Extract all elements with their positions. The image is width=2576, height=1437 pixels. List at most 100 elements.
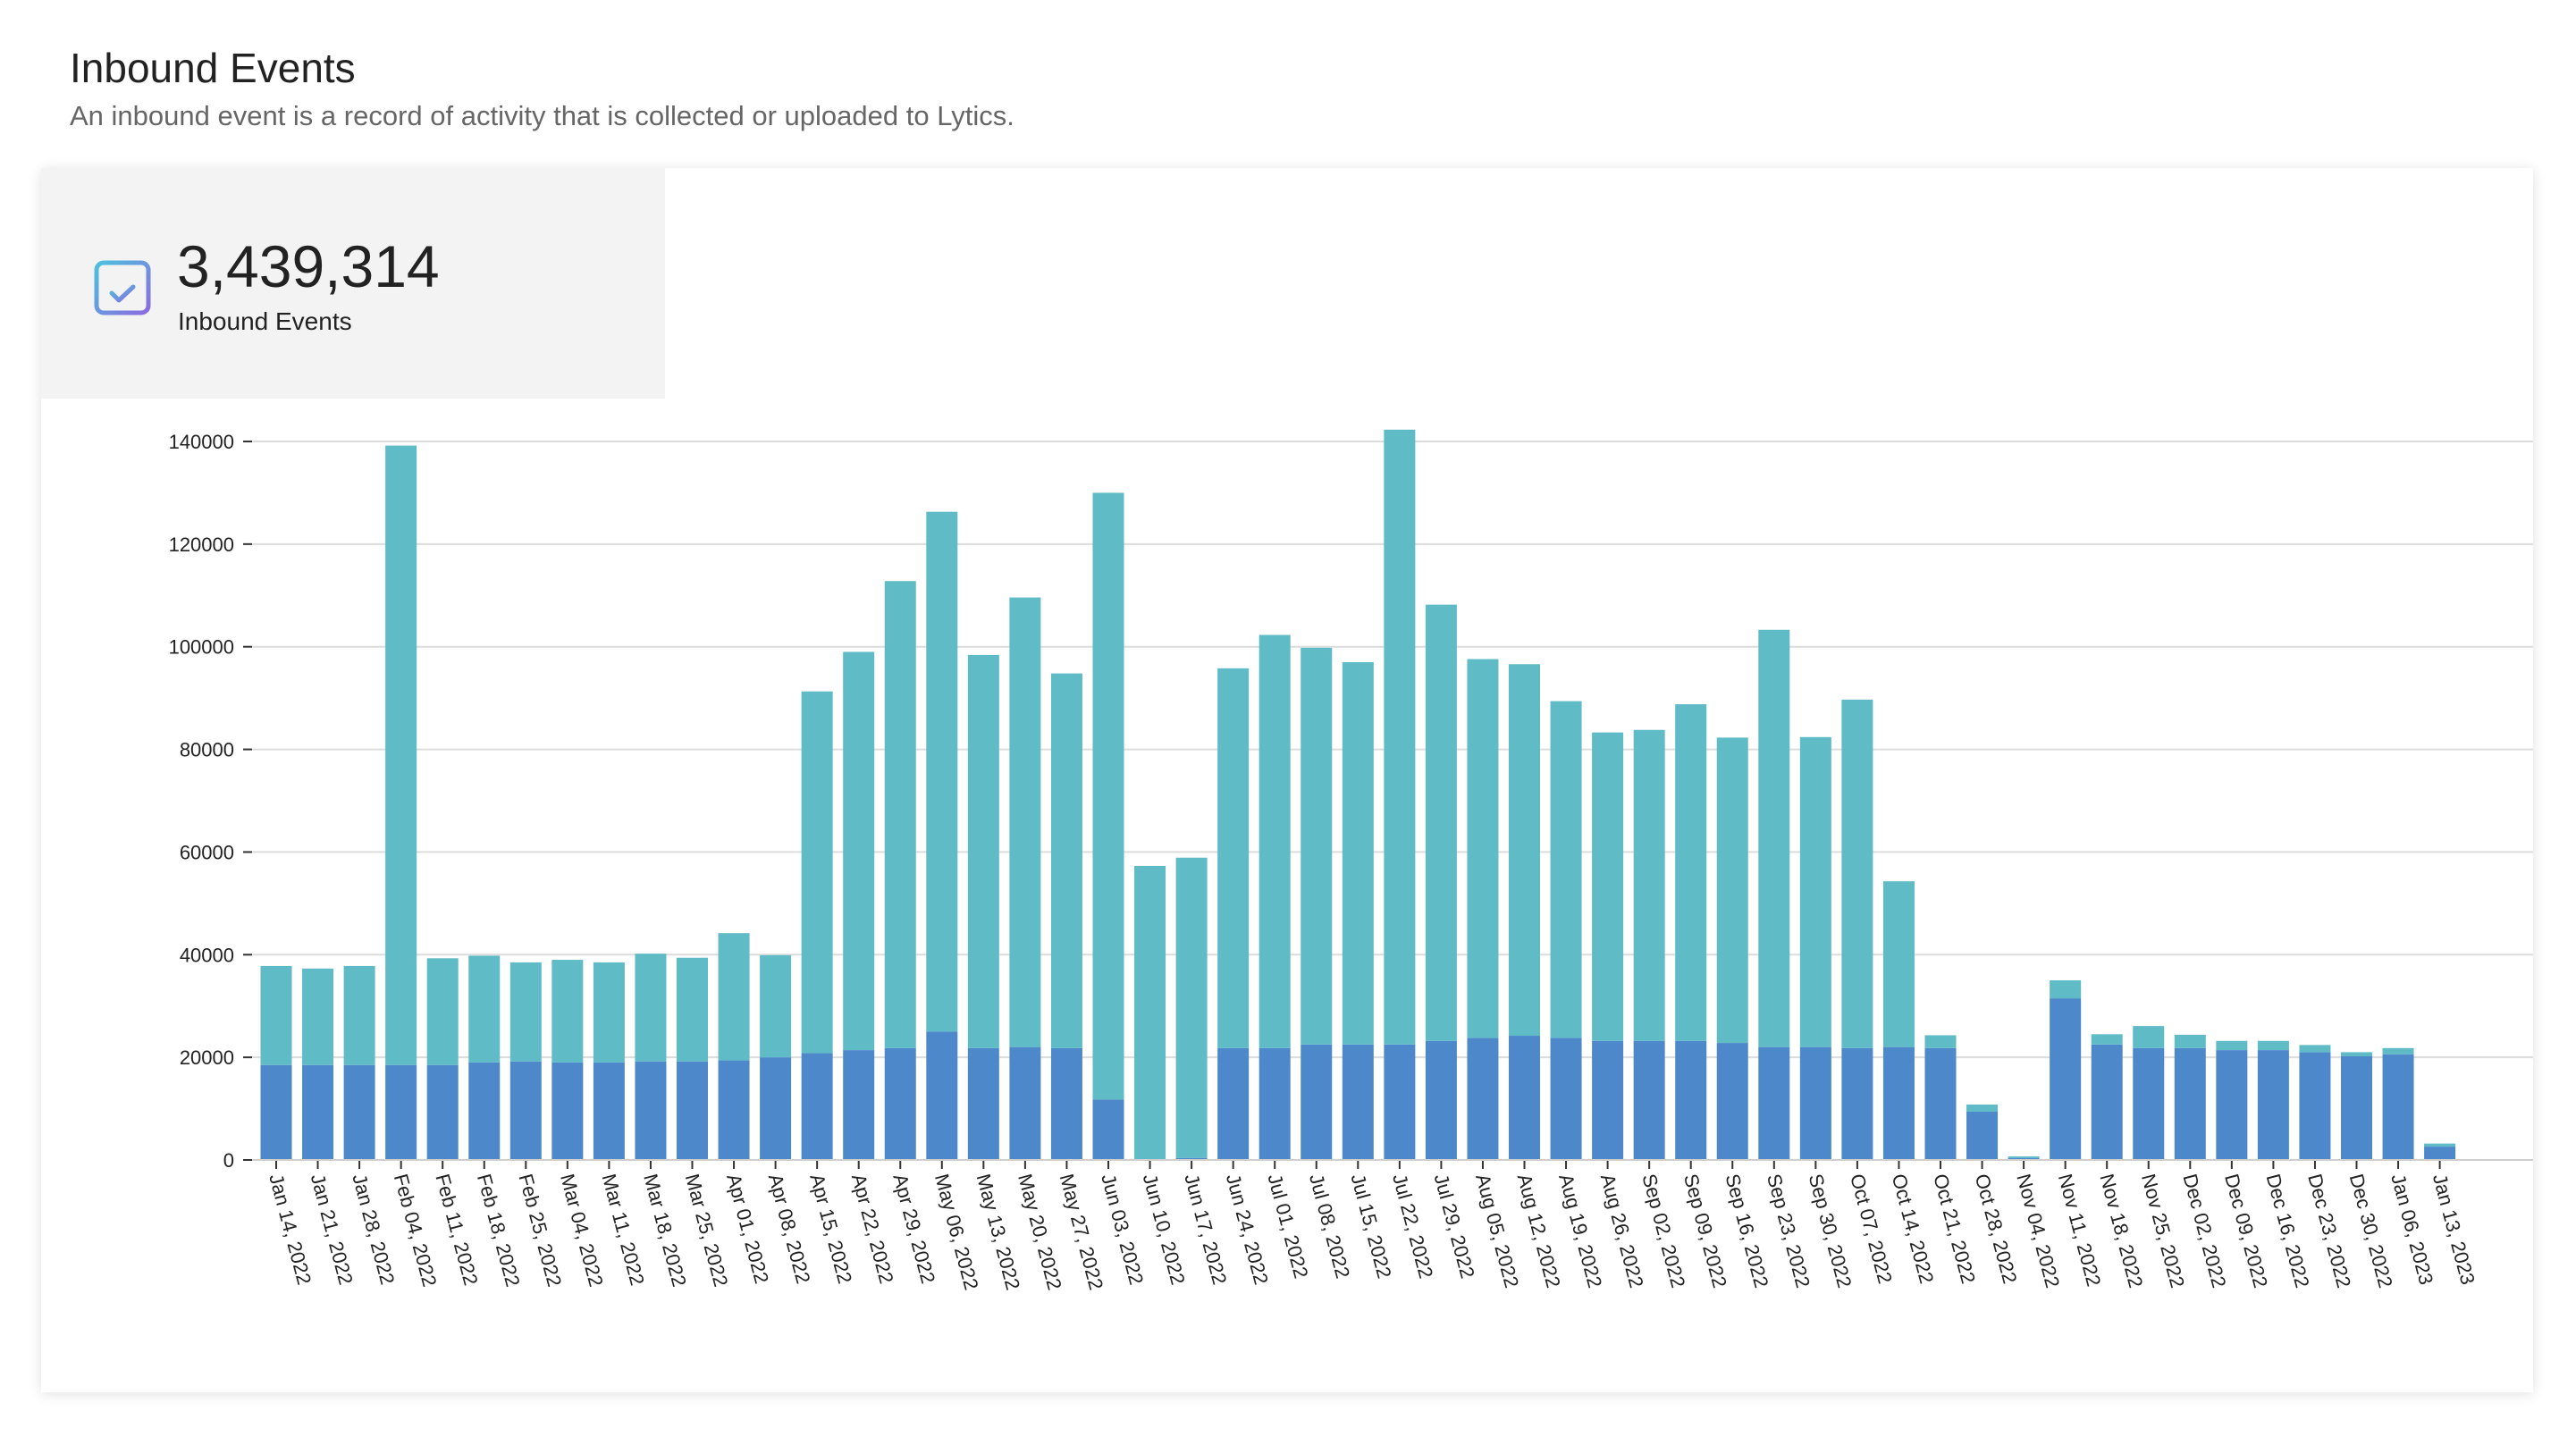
bar-segment-base[interactable] (2257, 1050, 2289, 1160)
bar-segment-top[interactable] (1301, 647, 1333, 1045)
bar-segment-base[interactable] (2299, 1052, 2331, 1160)
bar-segment-top[interactable] (1259, 634, 1291, 1048)
bar-segment-top[interactable] (1841, 699, 1873, 1048)
bar-segment-top[interactable] (2341, 1052, 2372, 1056)
bar-segment-base[interactable] (2091, 1044, 2123, 1160)
bar-segment-base[interactable] (1259, 1047, 1291, 1160)
bar-segment-base[interactable] (1175, 1157, 1208, 1160)
bar-segment-base[interactable] (468, 1062, 501, 1160)
bar-segment-base[interactable] (1425, 1040, 1457, 1160)
bar-segment-top[interactable] (1799, 736, 1831, 1047)
bar-segment-top[interactable] (1924, 1035, 1957, 1048)
bar-segment-base[interactable] (1092, 1099, 1124, 1160)
bar-segment-base[interactable] (2382, 1054, 2414, 1160)
bar-segment-base[interactable] (1301, 1044, 1333, 1160)
bar-segment-base[interactable] (1592, 1040, 1624, 1160)
bar-segment-base[interactable] (2174, 1047, 2206, 1160)
bar-segment-top[interactable] (1675, 704, 1707, 1041)
bar-segment-base[interactable] (1009, 1046, 1041, 1160)
bar-segment-top[interactable] (1009, 597, 1041, 1047)
bar-segment-base[interactable] (926, 1031, 958, 1160)
bar-segment-top[interactable] (1716, 737, 1748, 1044)
bar-segment-top[interactable] (1050, 673, 1082, 1048)
bar-segment-base[interactable] (343, 1064, 375, 1160)
bar-segment-base[interactable] (302, 1064, 334, 1160)
bar-segment-base[interactable] (1924, 1047, 1957, 1160)
bar-segment-top[interactable] (1467, 659, 1499, 1038)
bar-segment-base[interactable] (801, 1053, 833, 1160)
bar-segment-base[interactable] (426, 1064, 459, 1160)
bar-segment-base[interactable] (1509, 1036, 1540, 1160)
bar-segment-top[interactable] (2216, 1040, 2248, 1051)
bar-segment-top[interactable] (1217, 668, 1250, 1048)
bar-segment-top[interactable] (302, 968, 334, 1065)
bar-segment-top[interactable] (760, 954, 792, 1058)
bar-segment-top[interactable] (2133, 1026, 2165, 1048)
bar-segment-top[interactable] (635, 954, 667, 1062)
bar-segment-base[interactable] (2050, 998, 2082, 1160)
bar-segment-base[interactable] (593, 1062, 625, 1160)
bar-segment-top[interactable] (884, 581, 916, 1048)
bar-segment-top[interactable] (1175, 857, 1208, 1158)
bar-segment-top[interactable] (1134, 865, 1166, 1160)
bar-segment-top[interactable] (843, 651, 875, 1051)
bar-segment-top[interactable] (2174, 1034, 2206, 1048)
bar-segment-top[interactable] (718, 933, 750, 1061)
bar-segment-top[interactable] (1384, 429, 1416, 1045)
bar-segment-top[interactable] (677, 957, 708, 1062)
bar-segment-top[interactable] (801, 691, 833, 1054)
bar-segment-top[interactable] (260, 965, 292, 1065)
bar-segment-base[interactable] (635, 1061, 667, 1160)
bar-segment-base[interactable] (2341, 1055, 2372, 1160)
bar-segment-top[interactable] (468, 955, 501, 1063)
bar-segment-base[interactable] (1882, 1046, 1915, 1160)
bar-segment-top[interactable] (426, 958, 459, 1065)
bar-segment-base[interactable] (1799, 1046, 1831, 1160)
bar-segment-base[interactable] (1758, 1046, 1790, 1160)
bar-segment-base[interactable] (1716, 1043, 1748, 1160)
bar-segment-base[interactable] (551, 1062, 584, 1160)
bar-segment-base[interactable] (2424, 1147, 2456, 1160)
bar-segment-top[interactable] (551, 960, 584, 1063)
bar-segment-base[interactable] (884, 1047, 916, 1160)
bar-segment-top[interactable] (1633, 729, 1665, 1041)
bar-segment-top[interactable] (1592, 732, 1624, 1041)
bar-segment-base[interactable] (2216, 1050, 2248, 1160)
bar-segment-top[interactable] (2050, 980, 2082, 999)
bar-segment-top[interactable] (2257, 1040, 2289, 1051)
bar-segment-top[interactable] (2299, 1045, 2331, 1053)
bar-segment-top[interactable] (1550, 701, 1582, 1038)
bar-segment-base[interactable] (1966, 1112, 1999, 1160)
bar-segment-base[interactable] (843, 1050, 875, 1160)
bar-segment-base[interactable] (1841, 1047, 1873, 1160)
bar-segment-top[interactable] (1509, 664, 1540, 1037)
bar-segment-top[interactable] (2008, 1155, 2040, 1158)
bar-segment-base[interactable] (260, 1064, 292, 1160)
bar-segment-top[interactable] (1882, 881, 1915, 1047)
bar-segment-base[interactable] (509, 1061, 542, 1160)
bar-segment-top[interactable] (343, 965, 375, 1065)
bar-segment-base[interactable] (760, 1057, 792, 1160)
bar-segment-base[interactable] (1050, 1047, 1082, 1160)
bar-segment-top[interactable] (593, 962, 625, 1063)
bar-segment-base[interactable] (1467, 1038, 1499, 1160)
bar-segment-top[interactable] (385, 445, 417, 1065)
bar-segment-top[interactable] (509, 962, 542, 1062)
bar-segment-top[interactable] (926, 511, 958, 1032)
bar-segment-base[interactable] (1633, 1040, 1665, 1160)
bar-segment-top[interactable] (2091, 1034, 2123, 1045)
bar-segment-base[interactable] (1384, 1044, 1416, 1160)
bar-segment-base[interactable] (385, 1064, 417, 1160)
bar-segment-base[interactable] (967, 1047, 999, 1160)
bar-segment-base[interactable] (677, 1061, 708, 1160)
bar-segment-base[interactable] (1342, 1044, 1374, 1160)
bar-segment-top[interactable] (1966, 1104, 1999, 1113)
bar-segment-top[interactable] (1425, 604, 1457, 1041)
bar-segment-top[interactable] (2382, 1047, 2414, 1055)
bar-segment-top[interactable] (967, 654, 999, 1048)
bar-segment-top[interactable] (1758, 629, 1790, 1047)
bar-segment-base[interactable] (1217, 1047, 1250, 1160)
bar-segment-base[interactable] (2008, 1157, 2040, 1160)
bar-segment-base[interactable] (718, 1060, 750, 1160)
bar-segment-top[interactable] (1092, 492, 1124, 1100)
